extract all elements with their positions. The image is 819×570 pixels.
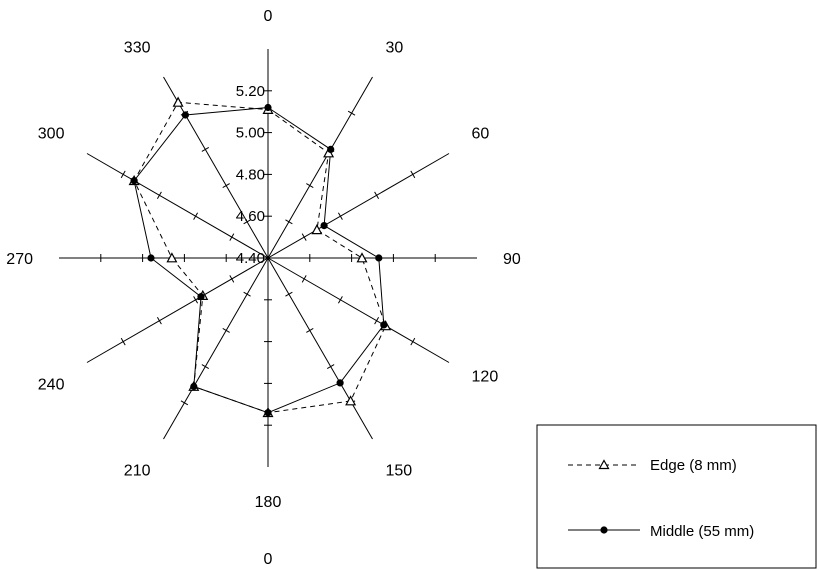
radial-tick-label: 5.20	[236, 83, 265, 100]
radar-spoke-60	[267, 153, 450, 259]
angle-label-330: 330	[124, 39, 151, 56]
radar-spoke-240	[86, 257, 269, 363]
radar-spoke-300	[86, 153, 269, 259]
radar-tick	[229, 275, 235, 283]
radar-spoke-150	[267, 257, 373, 440]
radar-spoke-210	[163, 257, 269, 440]
radial-tick-label: 4.80	[236, 166, 265, 183]
angle-label-150: 150	[386, 463, 413, 480]
radar-tick	[306, 183, 314, 189]
middle-point	[190, 382, 198, 391]
edge-point	[311, 224, 323, 235]
radar-tick	[243, 219, 251, 225]
middle-point	[264, 409, 272, 417]
angle-label-30: 30	[386, 39, 404, 56]
radar-tick	[156, 191, 162, 200]
radar-ticks	[100, 90, 436, 426]
radar-tick	[193, 296, 199, 304]
legend-middle-marker	[600, 526, 608, 534]
radar-tick	[180, 400, 189, 406]
radar-tick	[120, 337, 126, 346]
radar-tick	[337, 296, 343, 304]
angle-labels: 0 30 60 90 120 150 180 210 240 270 300 330	[6, 8, 521, 511]
radar-tick	[374, 191, 380, 200]
radar-tick	[410, 337, 416, 346]
middle-point	[380, 321, 388, 329]
edge-point	[356, 252, 368, 263]
legend: Edge (8 mm) Middle (55 mm)	[536, 424, 817, 569]
radar-spoke-330	[163, 76, 269, 259]
angle-label-90: 90	[503, 251, 521, 268]
legend-edge-marker	[598, 459, 610, 470]
edge-point	[345, 395, 357, 406]
radar-tick	[301, 275, 307, 283]
angle-label-120: 120	[472, 369, 499, 386]
middle-point	[375, 254, 383, 262]
middle-point	[181, 111, 189, 119]
radar-tick	[374, 316, 380, 325]
angle-label-0: 0	[264, 8, 273, 25]
legend-box	[536, 424, 817, 569]
edge-point	[172, 96, 184, 107]
radar-tick	[222, 183, 230, 189]
middle-point	[336, 379, 344, 387]
radar-tick	[201, 146, 210, 152]
series-markers	[128, 96, 392, 418]
angle-label-300: 300	[38, 126, 65, 143]
radar-tick	[193, 212, 199, 220]
radial-tick-labels: 4.40 4.60 4.80 5.00 5.20	[236, 83, 265, 267]
angle-label-180: 180	[255, 494, 282, 511]
middle-point	[320, 222, 328, 230]
edge-point	[166, 252, 178, 263]
angle-label-270: 270	[6, 251, 33, 268]
radar-tick	[347, 110, 356, 116]
radial-tick-label: 4.40	[236, 250, 265, 267]
radar-tick	[120, 170, 126, 179]
middle-point	[327, 145, 335, 153]
middle-point	[197, 293, 205, 301]
radar-tick	[306, 327, 314, 333]
radar-spoke-120	[267, 257, 450, 363]
angle-label-60: 60	[472, 126, 490, 143]
radial-tick-label: 4.60	[236, 208, 265, 225]
radar-tick	[201, 364, 210, 370]
radar-tick	[243, 291, 251, 297]
middle-point	[264, 103, 272, 112]
radar-tick	[156, 316, 162, 325]
radar-tick	[285, 219, 293, 225]
radar-tick	[337, 212, 343, 220]
radar-spoke-30	[267, 76, 373, 259]
angle-label-210: 210	[124, 463, 151, 480]
radar-tick	[410, 170, 416, 179]
radar-tick	[229, 233, 235, 241]
angle-label-240: 240	[38, 377, 65, 394]
middle-point	[130, 177, 138, 185]
radar-tick	[301, 233, 307, 241]
radar-tick	[222, 327, 230, 333]
radar-tick	[326, 364, 335, 370]
bottom-angle-label: 0	[264, 551, 273, 568]
radar-axes	[59, 49, 477, 467]
radar-tick	[285, 291, 293, 297]
radial-tick-label: 5.00	[236, 125, 265, 142]
legend-edge-label: Edge (8 mm)	[650, 457, 737, 474]
legend-middle-label: Middle (55 mm)	[650, 523, 754, 540]
middle-point	[147, 254, 155, 262]
